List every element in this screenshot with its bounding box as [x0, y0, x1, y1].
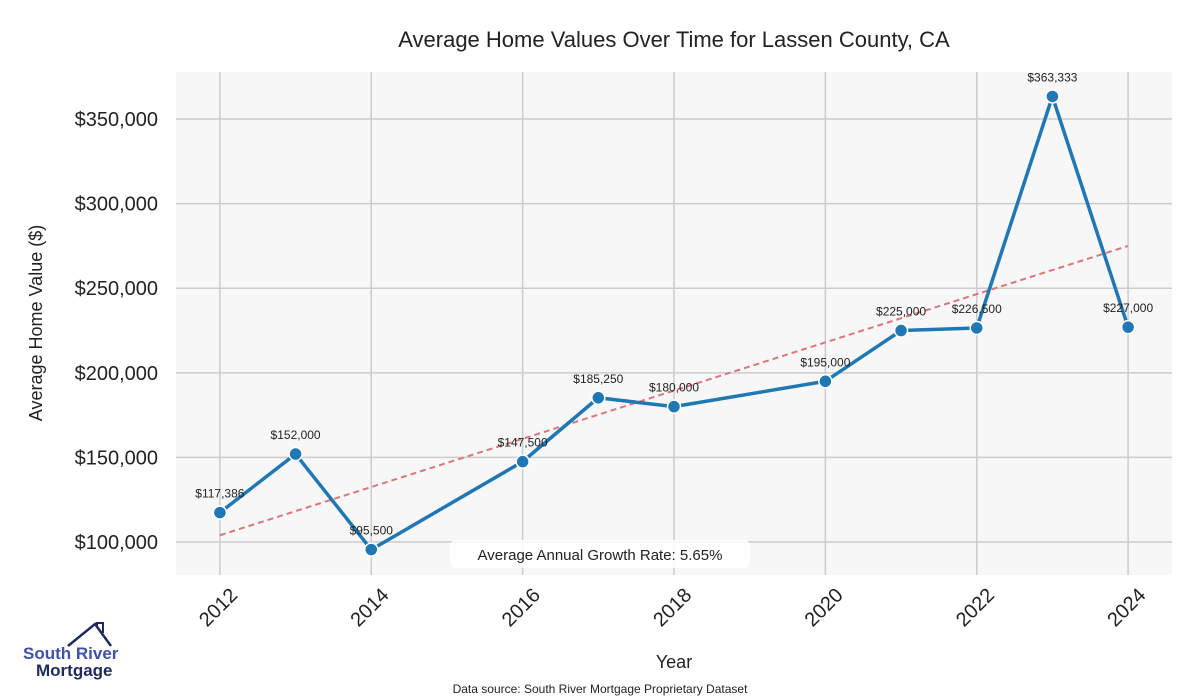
data-point: [818, 374, 833, 389]
house-roof-icon: [67, 622, 113, 647]
chimney-icon: [96, 622, 104, 633]
y-tick-label: $100,000: [75, 532, 158, 554]
data-point: [1120, 319, 1136, 335]
x-tick-label: 2012: [195, 584, 242, 631]
data-point: [212, 505, 228, 520]
data-label: $147,500: [498, 436, 548, 450]
data-label: $195,000: [800, 355, 850, 369]
chart-title: Average Home Values Over Time for Lassen…: [398, 27, 950, 52]
data-point: [288, 446, 303, 462]
data-point: [1045, 89, 1060, 104]
data-point: [515, 454, 530, 469]
y-tick-label: $350,000: [75, 109, 158, 131]
logo-line2: Mortgage: [36, 661, 113, 680]
x-tick-label: 2016: [498, 584, 545, 631]
data-point: [893, 323, 909, 338]
trend-line: [219, 244, 1129, 537]
data-point: [969, 320, 984, 336]
growth-rate-annotation: Average Annual Growth Rate: 5.65%: [478, 547, 723, 564]
data-label: $180,000: [649, 381, 699, 395]
data-point: [666, 399, 682, 414]
y-tick-label: $200,000: [75, 363, 158, 385]
x-tick-label: 2020: [801, 584, 848, 631]
y-axis-label: Average Home Value ($): [26, 225, 46, 421]
data-label: $363,333: [1027, 70, 1077, 84]
growth-rate-box: [450, 540, 750, 568]
data-point: [364, 542, 379, 557]
data-label: $185,250: [573, 372, 623, 386]
company-logo: South River Mortgage: [23, 622, 119, 680]
x-tick-label: 2024: [1103, 584, 1150, 631]
data-point: [591, 390, 606, 406]
x-axis-label: Year: [656, 652, 692, 672]
y-tick-label: $300,000: [75, 194, 158, 216]
x-tick-label: 2018: [649, 584, 696, 631]
data-label: $152,000: [271, 428, 321, 442]
data-label: $227,000: [1103, 301, 1153, 315]
data-source: Data source: South River Mortgage Propri…: [453, 682, 748, 696]
x-tick-label: 2014: [347, 584, 394, 631]
data-label: $225,000: [876, 305, 926, 319]
y-tick-label: $250,000: [75, 278, 158, 300]
data-label: $117,386: [195, 487, 244, 501]
logo-line1: South River: [23, 644, 119, 663]
y-tick-label: $150,000: [75, 447, 158, 469]
data-label: $95,500: [350, 524, 394, 538]
data-label: $226,500: [952, 302, 1002, 316]
x-tick-label: 2022: [952, 584, 999, 631]
